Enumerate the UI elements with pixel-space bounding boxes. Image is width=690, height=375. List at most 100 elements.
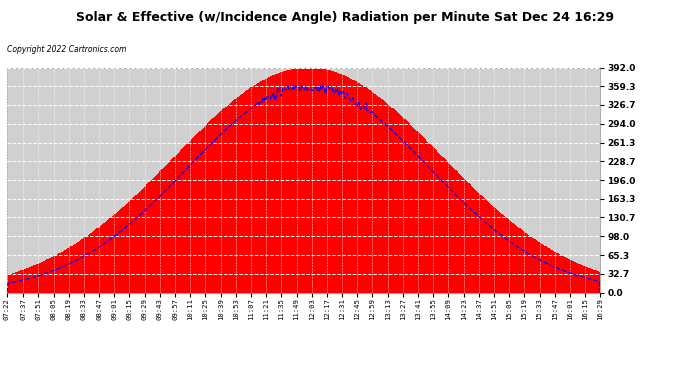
Bar xyxy=(23,269,25,292)
Bar xyxy=(485,199,486,292)
Bar xyxy=(476,191,477,292)
Bar xyxy=(214,117,215,292)
Bar xyxy=(311,68,313,292)
Bar xyxy=(34,265,36,292)
Bar xyxy=(295,69,296,292)
Bar xyxy=(442,157,444,292)
Bar xyxy=(502,214,503,292)
Bar xyxy=(448,163,449,292)
Bar xyxy=(478,193,480,292)
Bar xyxy=(63,251,64,292)
Bar xyxy=(292,69,293,292)
Bar xyxy=(148,182,150,292)
Bar xyxy=(132,198,133,292)
Bar xyxy=(43,261,44,292)
Bar xyxy=(549,248,550,292)
Bar xyxy=(281,72,282,292)
Bar xyxy=(538,242,539,292)
Bar xyxy=(93,231,95,292)
Bar xyxy=(247,90,248,292)
Bar xyxy=(293,69,294,292)
Bar xyxy=(159,171,160,292)
Bar xyxy=(118,211,119,292)
Bar xyxy=(17,272,19,292)
Bar xyxy=(599,272,600,292)
Bar xyxy=(576,262,577,292)
Bar xyxy=(565,257,566,292)
Bar xyxy=(27,268,28,292)
Bar xyxy=(421,135,422,292)
Bar xyxy=(54,256,55,292)
Bar xyxy=(267,78,268,292)
Bar xyxy=(254,86,255,292)
Bar xyxy=(169,162,170,292)
Bar xyxy=(199,131,201,292)
Bar xyxy=(81,239,82,292)
Bar xyxy=(372,92,373,292)
Bar xyxy=(338,73,339,292)
Bar xyxy=(195,135,196,292)
Bar xyxy=(150,180,152,292)
Bar xyxy=(339,74,340,292)
Bar xyxy=(573,261,575,292)
Bar xyxy=(422,136,423,292)
Bar xyxy=(579,264,580,292)
Bar xyxy=(373,93,374,292)
Bar xyxy=(103,224,104,292)
Bar xyxy=(586,267,588,292)
Bar xyxy=(566,258,567,292)
Bar xyxy=(595,270,596,292)
Bar xyxy=(15,272,16,292)
Bar xyxy=(399,114,400,292)
Bar xyxy=(578,264,579,292)
Bar xyxy=(219,112,220,292)
Bar xyxy=(90,233,91,292)
Bar xyxy=(424,138,425,292)
Bar xyxy=(204,127,205,292)
Bar xyxy=(168,163,169,292)
Bar xyxy=(68,248,69,292)
Bar xyxy=(598,271,599,292)
Bar xyxy=(173,157,175,292)
Bar xyxy=(389,106,391,292)
Bar xyxy=(155,176,156,292)
Bar xyxy=(167,164,168,292)
Bar xyxy=(249,88,250,292)
Bar xyxy=(397,112,398,292)
Bar xyxy=(165,166,166,292)
Bar xyxy=(97,228,99,292)
Bar xyxy=(459,174,460,292)
Bar xyxy=(540,243,541,292)
Bar xyxy=(513,224,514,292)
Bar xyxy=(455,170,457,292)
Bar xyxy=(322,69,323,292)
Bar xyxy=(359,83,360,292)
Bar xyxy=(374,93,375,292)
Bar xyxy=(342,75,343,292)
Bar xyxy=(308,68,309,292)
Bar xyxy=(581,265,582,292)
Bar xyxy=(287,70,288,292)
Bar xyxy=(286,70,287,292)
Bar xyxy=(283,71,284,292)
Bar xyxy=(282,72,283,292)
Bar xyxy=(524,232,525,292)
Bar xyxy=(584,266,586,292)
Bar xyxy=(44,261,46,292)
Bar xyxy=(306,68,307,292)
Bar xyxy=(21,270,23,292)
Bar xyxy=(544,246,546,292)
Bar xyxy=(351,79,353,292)
Bar xyxy=(11,274,12,292)
Bar xyxy=(596,271,598,292)
Bar xyxy=(52,257,53,292)
Bar xyxy=(190,140,192,292)
Bar xyxy=(321,69,322,292)
Bar xyxy=(561,255,562,292)
Bar xyxy=(330,70,331,292)
Bar xyxy=(29,267,30,292)
Bar xyxy=(108,219,110,292)
Bar xyxy=(37,264,38,292)
Bar xyxy=(343,75,344,292)
Bar xyxy=(426,141,427,292)
